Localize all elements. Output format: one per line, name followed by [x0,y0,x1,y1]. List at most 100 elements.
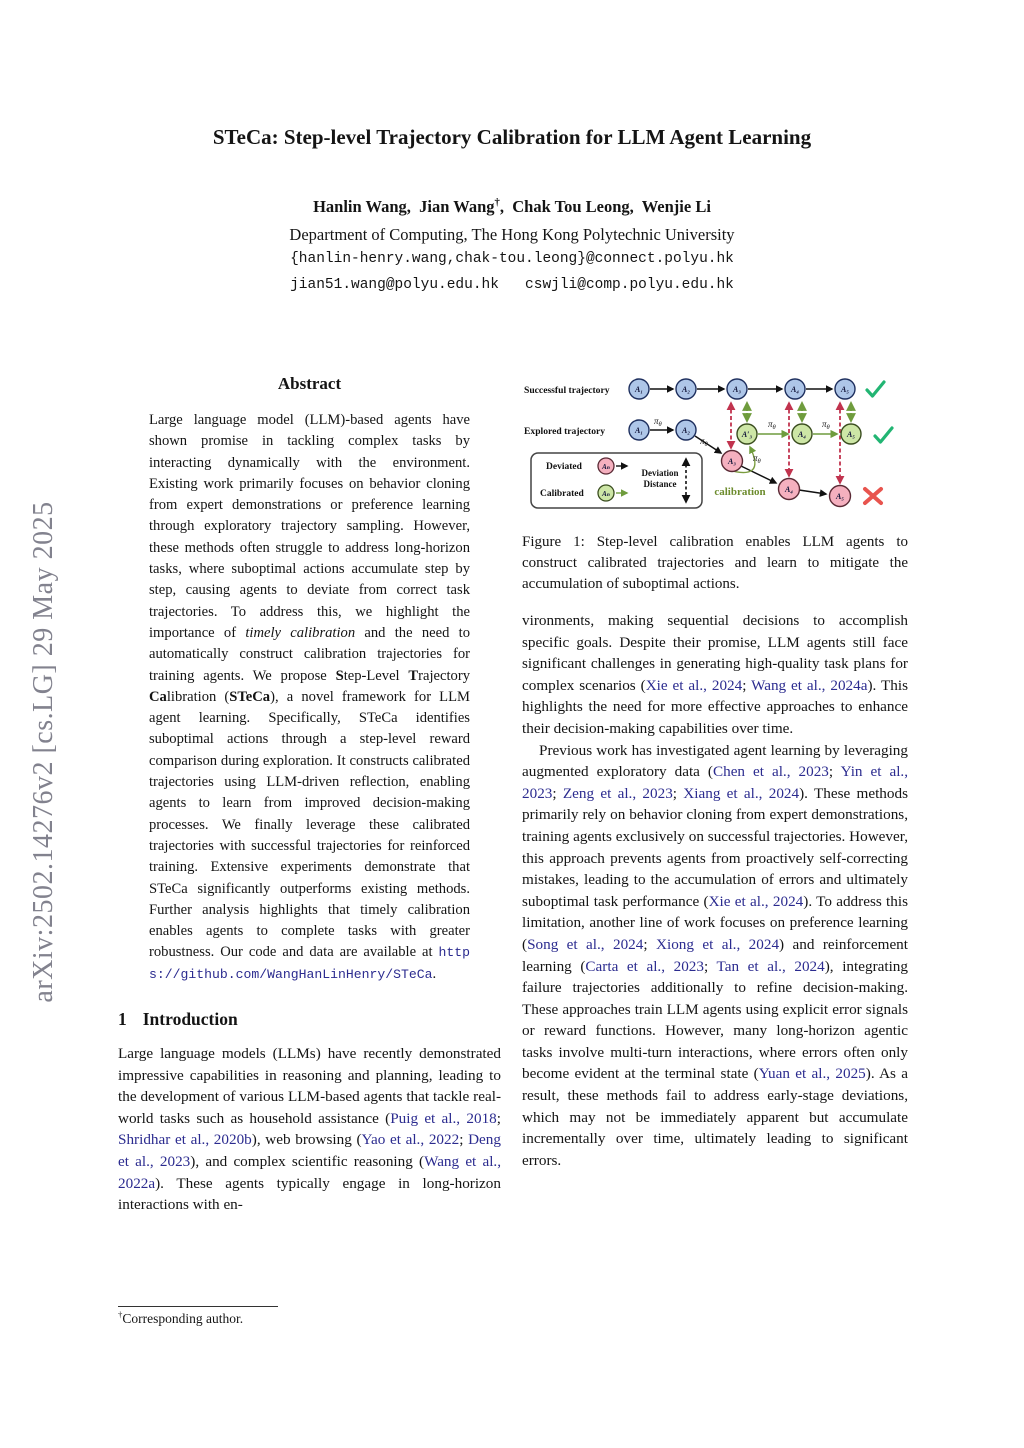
text-segment: ). As a result, these methods fail to ad… [522,1065,909,1169]
node-label: A₅ [846,430,855,439]
footnote-rule [118,1306,278,1307]
text-segment: † [118,1309,123,1320]
text-segment: ), a novel framework for LLM agent learn… [149,688,470,961]
figure-caption: Figure 1: Step-level calibration enables… [522,534,908,592]
text-segment: Large language model (LLM)-based agents … [149,412,470,641]
citation-link[interactable]: Song et al., 2024 [527,935,644,953]
url-link[interactable]: https://github.com/WangHanLinHenry/STeCa [149,945,470,982]
text-segment: ; [828,763,841,781]
node-label: A₂ [681,426,690,435]
node-label: Aₙ [601,490,610,498]
node-label: A₄ [797,430,806,439]
citation-link[interactable]: Xiang et al., 2024 [683,784,800,802]
node-label: A₁ [634,426,643,435]
explored-trajectory-label: Explored trajectory [524,426,605,437]
right-paragraph-2: Previous work has investigated agent lea… [522,740,908,1172]
section-number: 1 [118,1009,127,1030]
text-segment: ; [742,676,752,694]
citation-link[interactable]: Carta et al., 2023 [585,957,704,975]
calibration-label: calibration [714,486,765,498]
text-segment: Previous work has investigated agent lea… [522,741,908,781]
text-segment: † [494,196,500,209]
affiliation: Department of Computing, The Hong Kong P… [289,225,735,244]
text-segment: libration ( [166,688,230,705]
text-segment: ). To address this limitation, another l… [522,892,908,953]
explored-trajectory-row: A₁ A₂ πθ πθ [628,416,723,454]
text-segment: Large language models (LLMs) have recent… [118,1045,501,1127]
text-segment: ; [703,957,717,975]
citation-link[interactable]: Chen et al., 2023 [712,763,829,781]
text-segment: Ca [149,688,167,705]
citation-link[interactable]: Deng et al., 2023 [118,1131,501,1170]
policy-pi-theta-label: πθ [654,416,663,428]
calibrated-distance-arrows [742,401,856,423]
footnote-block: †Corresponding author. [118,1306,501,1327]
node-label: A₂ [681,385,690,394]
text-segment: ). These agents typically engage in long… [118,1174,501,1214]
text-segment: timely calibration [245,624,356,641]
citation-link[interactable]: Shridhar et al., 2020b [118,1131,252,1149]
text-segment: Hanlin Wang, Jian Wang [313,197,495,216]
text-segment: and the need to automatically construct … [149,624,470,684]
left-column: Abstract Large language model (LLM)-base… [118,374,501,1216]
section-title: Introduction [142,1009,238,1030]
text-segment: ). This highlights the need for more eff… [522,676,908,737]
citation-link[interactable]: Zeng et al., 2023 [562,784,673,802]
policy-pi-theta-label: πθ [822,419,831,431]
figure-legend: Deviated Aₙ Calibrated Aₙ Deviation Dist… [530,452,703,509]
policy-pi-theta-label: πθ [700,436,709,448]
text-segment: , Chak Tou Leong, Wenjie Li [499,197,711,216]
node-label: A₄ [784,485,793,494]
text-segment: ), integrating failure trajectories addi… [522,957,908,1083]
success-check-icon [865,380,886,398]
citation-link[interactable]: Yuan et al., 2025 [758,1065,866,1083]
policy-pi-theta-label: πθ [753,453,762,465]
citation-link[interactable]: Puig et al., 2018 [390,1109,497,1127]
citation-link[interactable]: Xie et al., 2024 [708,892,804,910]
node-label: A₄ [790,385,799,394]
legend-deviated-label: Deviated [546,462,583,472]
text-segment: ; [459,1131,469,1149]
arxiv-banner: arXiv:2502.14276v2 [cs.LG] 29 May 2025 [28,501,59,1003]
text-segment: tep-Level [343,667,409,684]
legend-deviation-label-1: Deviation [642,468,679,478]
text-segment: S [335,667,344,684]
citation-link[interactable]: Yin et al., 2023 [522,763,909,802]
citation-link[interactable]: Wang et al., 2022a [118,1152,502,1192]
policy-pi-theta-label: πθ [768,419,777,431]
citation-link[interactable]: Xiong et al., 2024 [656,935,780,953]
calibrated-check-icon [873,426,894,444]
abstract-body: Large language model (LLM)-based agents … [149,410,470,985]
text-segment: . [432,965,437,982]
right-paragraph-1: vironments, making sequential decisions … [522,610,908,740]
legend-deviation-label-2: Distance [644,479,677,489]
text-segment: Corresponding author. [122,1311,244,1326]
node-label: A₃ [732,385,741,394]
figure-1: Successful trajectory Explored trajector… [524,378,894,509]
text-segment: ), and complex scientific reasoning ( [190,1152,425,1170]
text-segment: ) and reinforcement learning ( [522,935,908,975]
text-segment: ; [552,784,563,802]
text-segment: ; [643,935,656,953]
citation-link[interactable]: Xie et al., 2024 [645,676,743,694]
successful-trajectory-label: Successful trajectory [524,385,610,396]
footnote-text: †Corresponding author. [118,1309,501,1327]
text-segment: ). These methods primarily rely on behav… [522,784,908,910]
citation-link[interactable]: Tan et al., 2024 [716,957,825,975]
text-segment: STeCa [229,688,271,705]
text-segment: T [408,667,419,684]
text-segment: ; [672,784,684,802]
section-heading-introduction: 1 Introduction [118,1009,501,1030]
text-segment: ), web browsing ( [251,1131,362,1149]
node-label: A′₃ [741,430,753,439]
text-segment: vironments, making sequential decisions … [522,612,908,694]
citation-link[interactable]: Wang et al., 2024a [751,676,868,694]
email-line-1: {hanlin-henry.wang,chak-tou.leong}@conne… [290,251,734,267]
citation-link[interactable]: Yao et al., 2022 [361,1131,460,1149]
right-column: Successful trajectory Explored trajector… [522,370,908,1171]
successful-trajectory-row: A₁ A₂ A₃ A₄ A₅ [628,378,886,400]
text-segment: rajectory [418,667,470,684]
email-line-2: jian51.wang@polyu.edu.hk cswjli@comp.pol… [290,277,734,293]
node-label: A₅ [835,492,844,501]
node-label: A₅ [840,385,849,394]
